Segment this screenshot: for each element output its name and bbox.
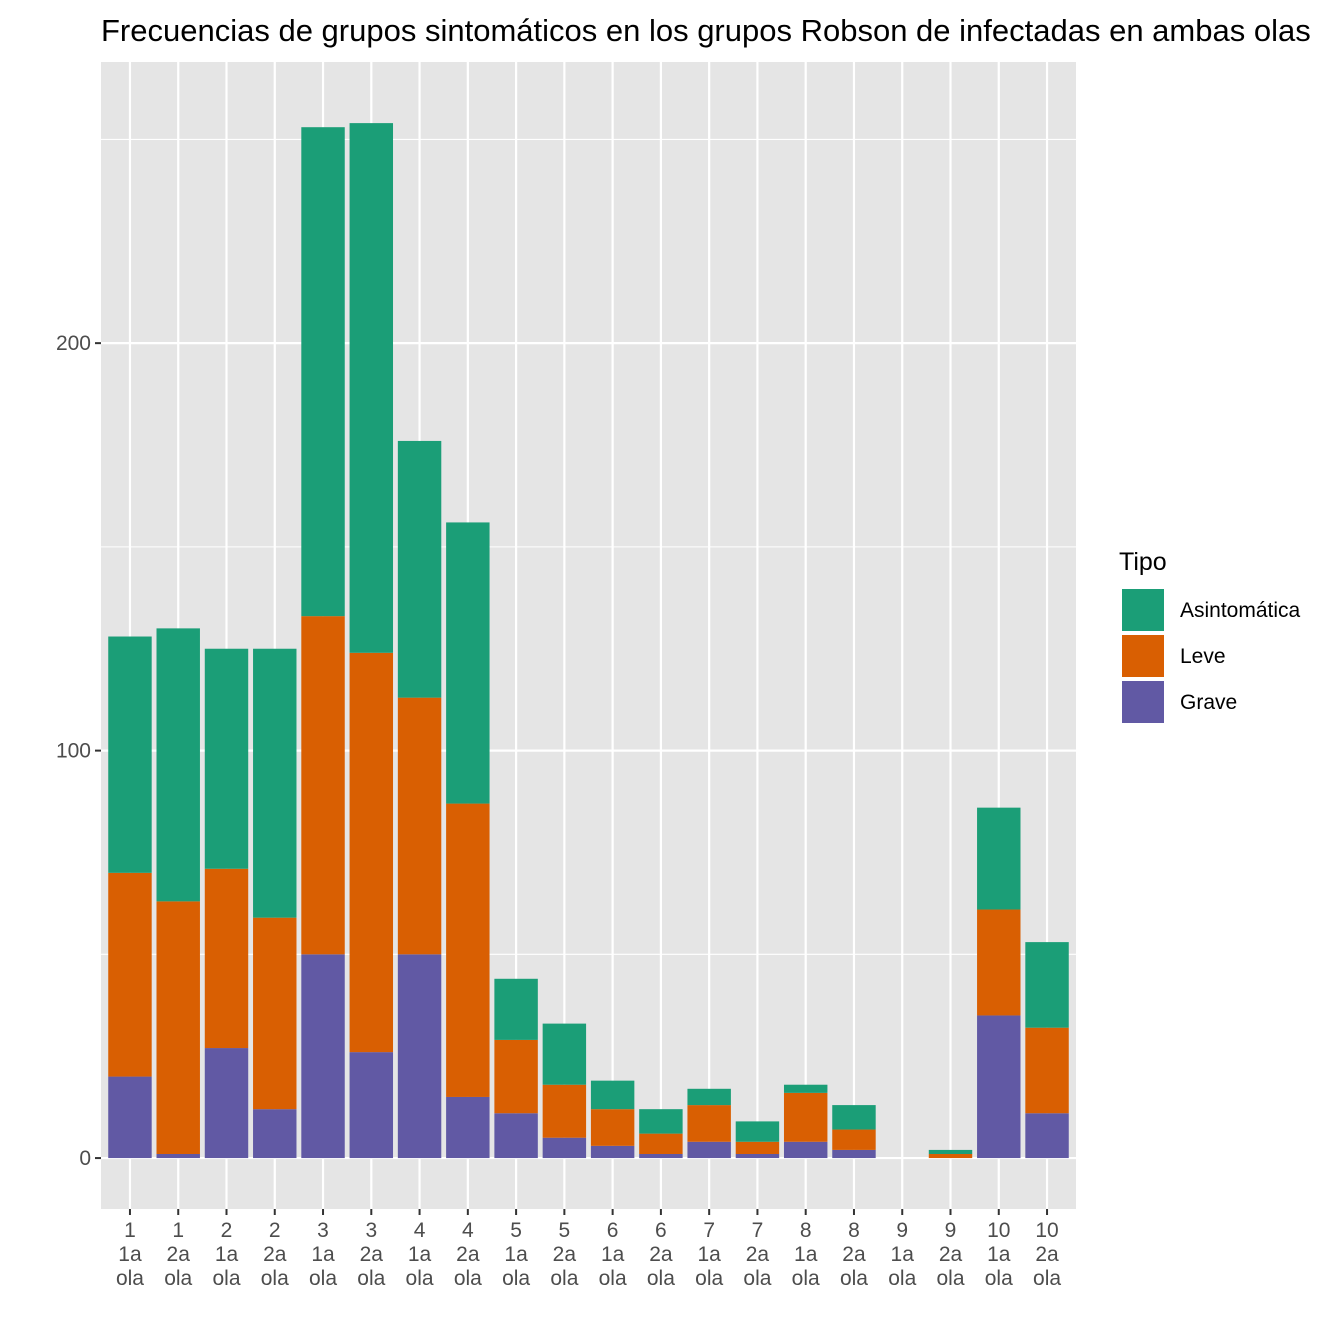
bar-asintomatica-5 <box>349 123 394 653</box>
bar-asintomatica-2 <box>204 648 249 869</box>
legend-key-2 <box>1120 679 1166 725</box>
bar-leve-0 <box>108 872 152 1077</box>
x-tick-label: 5 2a ola <box>550 1219 578 1290</box>
bar-asintomatica-15 <box>832 1105 876 1130</box>
bar-leve-7 <box>446 803 490 1097</box>
x-tick-label: 8 1a ola <box>792 1219 820 1290</box>
legend-label-1: Leve <box>1180 645 1226 668</box>
bar-grave-9 <box>542 1137 587 1159</box>
bar-asintomatica-9 <box>542 1023 587 1085</box>
bar-grave-14 <box>783 1141 828 1159</box>
bar-grave-12 <box>687 1141 731 1159</box>
x-tick-label: 10 2a ola <box>1033 1219 1061 1290</box>
x-tick-label: 9 2a ola <box>936 1219 964 1290</box>
bar-grave-7 <box>446 1096 490 1159</box>
x-axis: 1 1a ola 1 2a ola 2 1a ola 2 2a ola 3 1a ola 3 2a ola 4 1a o… <box>116 1209 1061 1290</box>
bar-grave-15 <box>832 1149 876 1159</box>
bar-grave-13 <box>735 1153 780 1159</box>
bar-leve-10 <box>590 1109 635 1146</box>
x-tick-label: 6 1a ola <box>599 1219 627 1290</box>
bar-leve-3 <box>253 917 297 1110</box>
bar-asintomatica-13 <box>735 1121 780 1142</box>
bar-leve-8 <box>494 1039 538 1114</box>
x-tick-label: 1 2a ola <box>164 1219 192 1290</box>
x-tick-label: 4 2a ola <box>454 1219 482 1290</box>
x-tick-label: 7 2a ola <box>743 1219 771 1290</box>
bar-grave-11 <box>639 1153 683 1159</box>
x-tick-label: 2 1a ola <box>212 1219 240 1290</box>
bar-asintomatica-8 <box>494 978 538 1040</box>
bar-asintomatica-1 <box>156 628 200 902</box>
bar-asintomatica-19 <box>1025 942 1069 1028</box>
y-tick-label: 200 <box>56 332 91 355</box>
bar-asintomatica-10 <box>590 1080 635 1110</box>
x-tick-label: 7 1a ola <box>695 1219 723 1290</box>
x-tick-label: 8 2a ola <box>840 1219 868 1290</box>
legend-label-0: Asintomática <box>1180 599 1301 622</box>
x-tick-label: 10 1a ola <box>985 1219 1013 1290</box>
bar-grave-0 <box>108 1076 152 1159</box>
bar-grave-1 <box>156 1153 200 1159</box>
bar-leve-17 <box>928 1153 973 1159</box>
bar-leve-4 <box>301 616 345 955</box>
bar-grave-10 <box>590 1145 635 1159</box>
legend-title: Tipo <box>1119 548 1167 576</box>
bar-leve-9 <box>542 1084 587 1138</box>
bar-leve-19 <box>1025 1027 1069 1114</box>
bar-asintomatica-14 <box>783 1084 828 1093</box>
bar-asintomatica-18 <box>977 807 1021 910</box>
bar-asintomatica-17 <box>928 1149 973 1154</box>
bar-grave-6 <box>397 954 442 1159</box>
bar-asintomatica-4 <box>301 127 345 617</box>
x-tick-label: 6 2a ola <box>647 1219 675 1290</box>
y-tick-label: 100 <box>56 740 91 763</box>
bar-grave-5 <box>349 1052 394 1159</box>
legend-key-0 <box>1120 587 1166 633</box>
bar-asintomatica-6 <box>397 440 442 698</box>
bar-asintomatica-12 <box>687 1088 731 1106</box>
bar-grave-19 <box>1025 1113 1069 1159</box>
bar-asintomatica-7 <box>446 522 490 804</box>
bar-asintomatica-11 <box>639 1109 683 1134</box>
bar-grave-2 <box>204 1048 249 1159</box>
bar-grave-18 <box>977 1015 1021 1159</box>
bar-leve-18 <box>977 909 1021 1016</box>
bar-asintomatica-0 <box>108 636 152 873</box>
bar-leve-12 <box>687 1105 731 1142</box>
x-tick-label: 5 1a ola <box>502 1219 530 1290</box>
y-tick-label: 0 <box>79 1147 91 1170</box>
x-tick-label: 3 2a ola <box>357 1219 385 1290</box>
x-tick-label: 9 1a ola <box>888 1219 916 1290</box>
bar-leve-6 <box>397 697 442 955</box>
legend-key-1 <box>1120 633 1166 679</box>
x-tick-label: 1 1a ola <box>116 1219 144 1290</box>
bar-grave-8 <box>494 1113 538 1159</box>
bar-grave-4 <box>301 954 345 1159</box>
bar-asintomatica-3 <box>253 648 297 918</box>
bar-leve-5 <box>349 652 394 1053</box>
bar-leve-2 <box>204 868 249 1049</box>
legend-label-2: Grave <box>1180 691 1237 714</box>
bar-leve-15 <box>832 1129 876 1150</box>
bar-leve-11 <box>639 1133 683 1154</box>
x-tick-label: 2 2a ola <box>261 1219 289 1290</box>
chart-title: Frecuencias de grupos sintomáticos en lo… <box>101 13 1311 48</box>
x-tick-label: 3 1a ola <box>309 1219 337 1290</box>
bar-leve-14 <box>783 1092 828 1142</box>
bar-grave-3 <box>253 1109 297 1159</box>
bar-leve-13 <box>735 1141 780 1154</box>
y-axis: 0 100 200 <box>56 332 101 1170</box>
legend: Tipo Asintomática Leve Grave <box>1119 548 1301 725</box>
x-tick-label: 4 1a ola <box>406 1219 434 1290</box>
bar-leve-1 <box>156 901 200 1154</box>
bars <box>108 123 1069 1159</box>
